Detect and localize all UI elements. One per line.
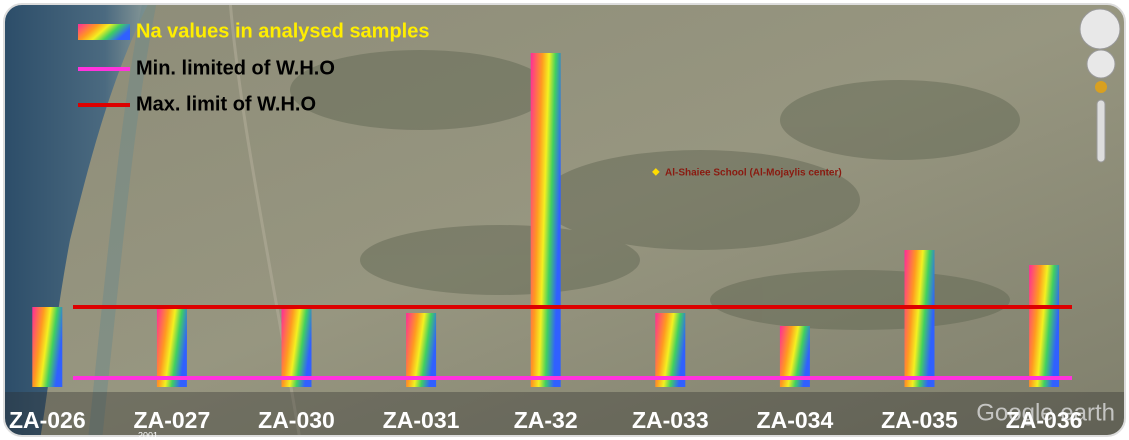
x-tick-label: ZA-036	[1006, 407, 1083, 433]
x-tick-label: ZA-031	[383, 407, 460, 433]
legend-swatch	[78, 24, 130, 40]
x-tick-label: ZA-026	[9, 407, 86, 433]
bar	[406, 313, 436, 387]
bar	[905, 250, 935, 387]
bar	[157, 309, 187, 387]
bar	[282, 309, 312, 387]
place-label: Al-Shaiee School (Al-Mojaylis center)	[665, 168, 842, 179]
x-tick-label: ZA-035	[881, 407, 958, 433]
x-tick-label: ZA-32	[514, 407, 578, 433]
bar	[32, 307, 62, 387]
x-tick-label: ZA-033	[632, 407, 709, 433]
legend-label: Na values in analysed samples	[136, 20, 430, 42]
zoom-slider[interactable]	[1097, 100, 1105, 162]
legend-label: Max. limit of W.H.O	[136, 93, 316, 115]
x-tick-label: ZA-034	[757, 407, 834, 433]
bar	[1029, 265, 1059, 387]
map-marker: ◆	[652, 167, 660, 178]
legend-label: Min. limited of W.H.O	[136, 57, 335, 79]
x-tick-label: ZA-030	[258, 407, 335, 433]
x-tick-label: ZA-027	[134, 407, 211, 433]
page: ◆ Al-Shaiee School (Al-Mojaylis center) …	[0, 0, 1129, 440]
move-control[interactable]	[1087, 50, 1115, 78]
bar	[531, 53, 561, 387]
street-view-icon[interactable]	[1095, 81, 1107, 93]
chart: ◆ Al-Shaiee School (Al-Mojaylis center) …	[0, 0, 1129, 440]
look-control[interactable]	[1080, 9, 1120, 49]
bar	[655, 313, 685, 387]
